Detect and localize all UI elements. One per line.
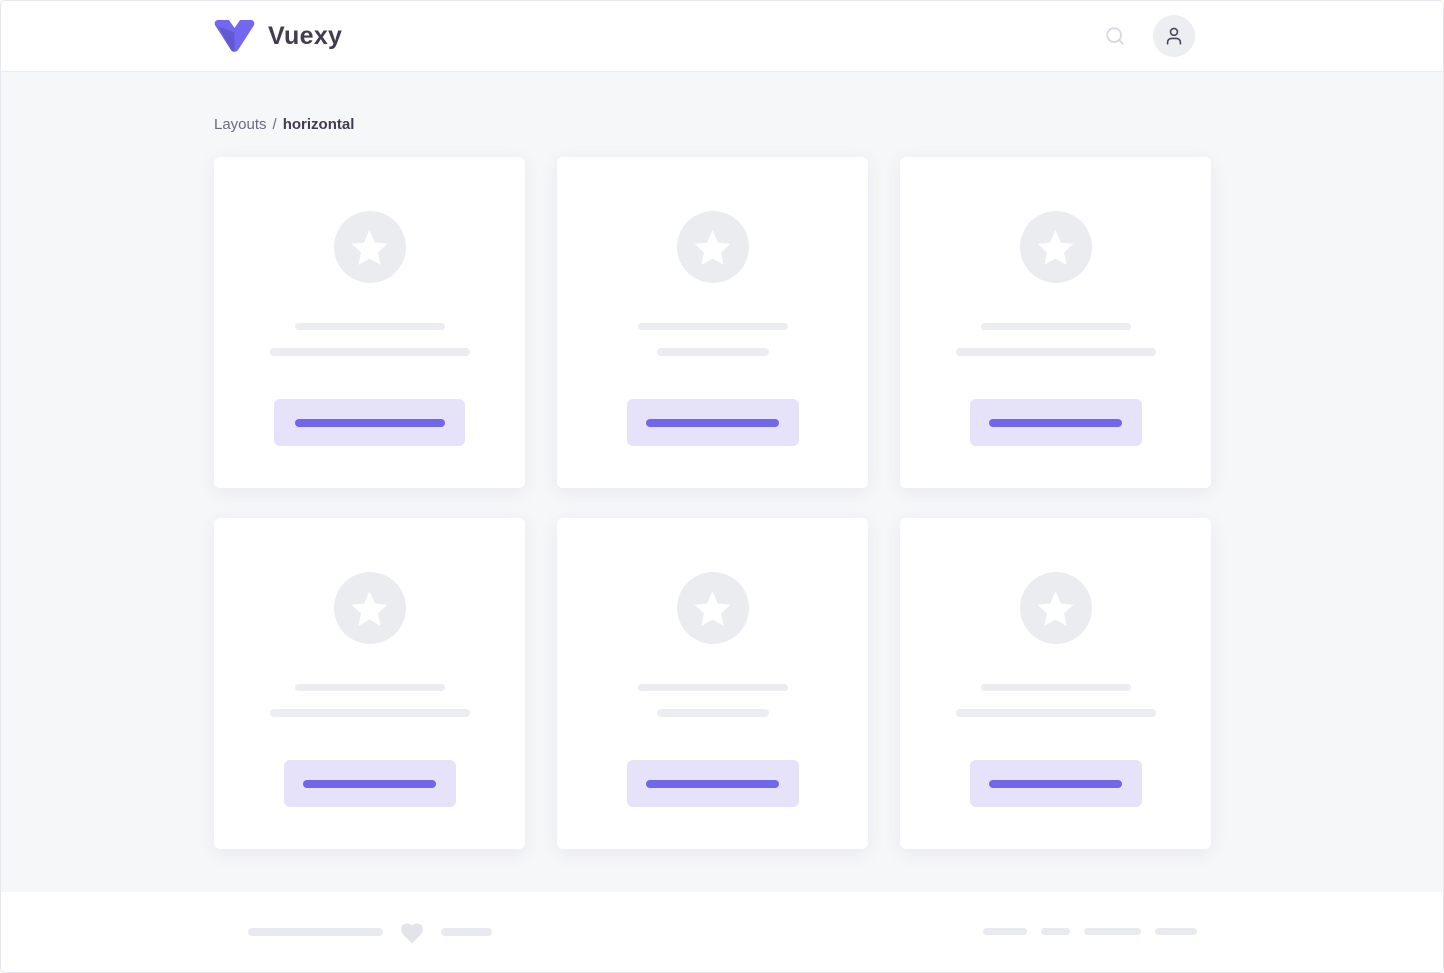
star-icon xyxy=(1037,590,1074,626)
text-placeholder-line xyxy=(955,348,1156,356)
vuexy-logo-icon xyxy=(214,20,255,52)
image-placeholder-circle xyxy=(1019,211,1092,283)
footer-placeholder-bar xyxy=(1084,928,1141,935)
button-placeholder[interactable] xyxy=(626,399,799,446)
text-placeholder-line xyxy=(637,684,788,691)
footer-right-placeholders xyxy=(983,928,1197,935)
button-placeholder[interactable] xyxy=(969,399,1142,446)
button-placeholder[interactable] xyxy=(626,760,799,807)
star-icon xyxy=(1037,229,1074,265)
breadcrumb-section[interactable]: Layouts xyxy=(214,116,267,133)
text-placeholder-line xyxy=(980,323,1131,330)
button-placeholder[interactable] xyxy=(969,760,1142,807)
image-placeholder-circle xyxy=(1019,572,1092,644)
placeholder-card xyxy=(900,518,1211,849)
text-placeholder-line xyxy=(294,684,445,691)
text-placeholder-line xyxy=(656,709,769,717)
search-icon[interactable] xyxy=(1103,24,1127,48)
user-avatar[interactable] xyxy=(1153,15,1195,57)
placeholder-card xyxy=(557,157,868,488)
footer-placeholder-bar xyxy=(1041,928,1070,935)
user-icon xyxy=(1163,25,1185,47)
placeholder-card xyxy=(900,157,1211,488)
card-grid xyxy=(214,157,1443,849)
star-icon xyxy=(694,590,731,626)
top-navbar: Vuexy xyxy=(1,1,1443,72)
navbar-actions xyxy=(1103,15,1195,57)
brand[interactable]: Vuexy xyxy=(214,20,342,52)
star-icon xyxy=(351,590,388,626)
text-placeholder-line xyxy=(955,709,1156,717)
button-placeholder[interactable] xyxy=(283,760,456,807)
footer-placeholder-bar xyxy=(441,927,492,936)
image-placeholder-circle xyxy=(676,211,749,283)
text-placeholder-line xyxy=(980,684,1131,691)
breadcrumb-current: horizontal xyxy=(282,116,355,133)
button-placeholder-label-bar xyxy=(646,418,779,427)
footer-placeholder-bar xyxy=(1155,928,1197,935)
image-placeholder-circle xyxy=(333,572,406,644)
footer-left-placeholders xyxy=(248,920,492,944)
button-placeholder-label-bar xyxy=(989,779,1122,788)
star-icon xyxy=(694,229,731,265)
button-placeholder[interactable] xyxy=(274,399,465,446)
placeholder-card xyxy=(557,518,868,849)
heart-icon xyxy=(399,920,425,944)
text-placeholder-line xyxy=(269,348,470,356)
footer-placeholder-bar xyxy=(248,927,383,936)
placeholder-card xyxy=(214,518,525,849)
breadcrumb-separator: / xyxy=(272,116,277,133)
brand-name: Vuexy xyxy=(268,21,343,50)
footer xyxy=(1,892,1443,971)
footer-placeholder-bar xyxy=(983,928,1027,935)
text-placeholder-line xyxy=(294,323,445,330)
content-area: Layouts / horizontal xyxy=(1,72,1443,892)
button-placeholder-label-bar xyxy=(303,779,436,788)
placeholder-card xyxy=(214,157,525,488)
star-icon xyxy=(351,229,388,265)
image-placeholder-circle xyxy=(333,211,406,283)
button-placeholder-label-bar xyxy=(646,779,779,788)
breadcrumb: Layouts / horizontal xyxy=(214,116,1443,133)
text-placeholder-line xyxy=(656,348,769,356)
image-placeholder-circle xyxy=(676,572,749,644)
button-placeholder-label-bar xyxy=(989,418,1122,427)
text-placeholder-line xyxy=(269,709,470,717)
button-placeholder-label-bar xyxy=(294,418,445,427)
text-placeholder-line xyxy=(637,323,788,330)
